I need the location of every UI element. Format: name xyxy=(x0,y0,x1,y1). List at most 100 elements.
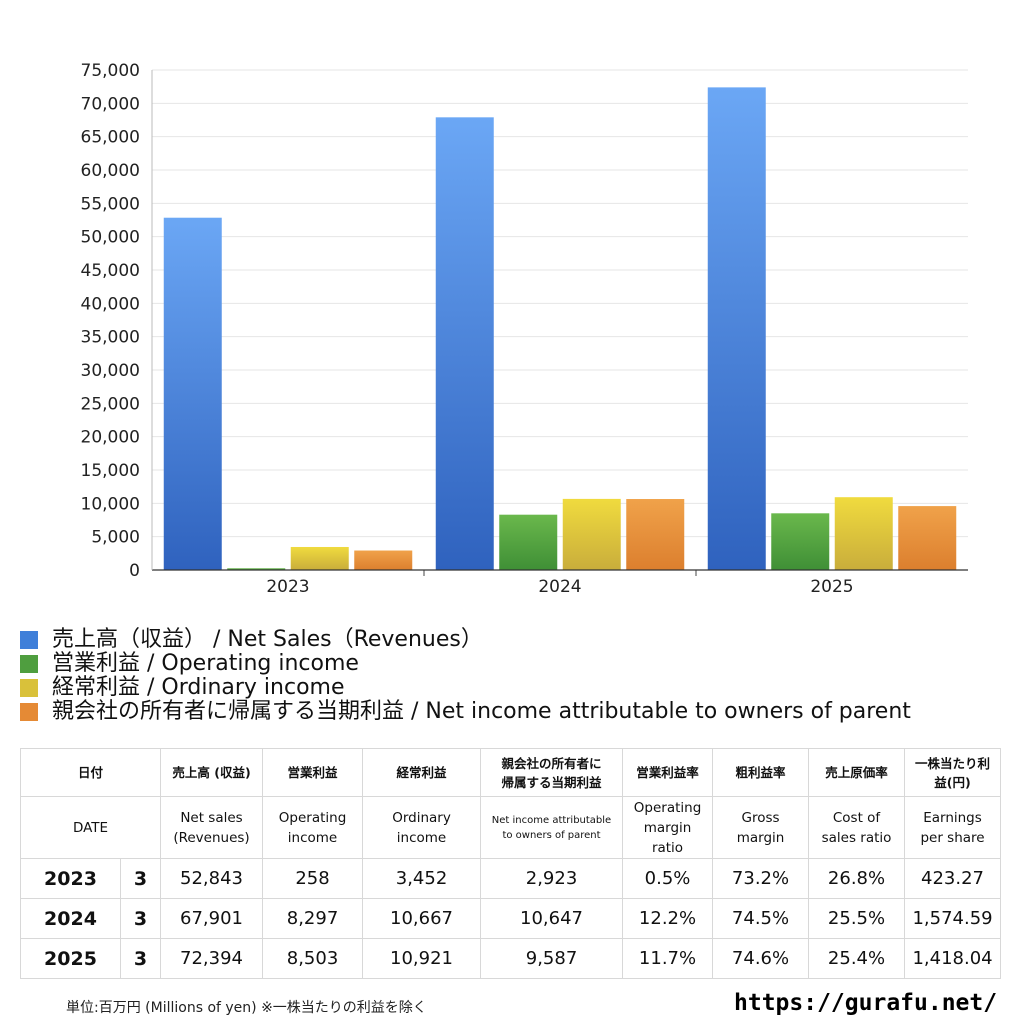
cell-ordinary-income: 10,667 xyxy=(362,898,482,939)
bar-net-sales-2023 xyxy=(163,217,222,571)
legend-label-net-income: 親会社の所有者に帰属する当期利益 / Net income attributab… xyxy=(52,699,911,724)
bar-operating-income-2025 xyxy=(771,513,830,570)
cell-operating-margin: 12.2% xyxy=(622,898,714,939)
cell-year: 2025 xyxy=(20,938,121,979)
header-jp-ordinary-income: 経常利益 xyxy=(362,748,482,797)
header-en-ordinary-income: Ordinary income xyxy=(362,796,482,859)
cell-eps: 1,574.59 xyxy=(904,898,1002,939)
site-url-link[interactable]: https://gurafu.net/ xyxy=(734,990,998,1016)
cell-ordinary-income: 3,452 xyxy=(362,858,482,899)
cell-operating-income: 8,503 xyxy=(262,938,364,979)
y-tick-label: 40,000 xyxy=(81,294,140,314)
y-tick-label: 5,000 xyxy=(91,528,140,548)
legend-swatch-ordinary-income xyxy=(20,679,38,697)
header-jp-cost-ratio: 売上原価率 xyxy=(808,748,906,797)
table-row-2024: 2024 3 67,901 8,297 10,667 10,647 12.2% … xyxy=(20,898,1002,939)
y-tick-label: 60,000 xyxy=(81,161,140,181)
cell-gross-margin: 74.6% xyxy=(712,938,810,979)
cell-ordinary-income: 10,921 xyxy=(362,938,482,979)
cell-net-sales: 52,843 xyxy=(160,858,264,899)
bar-chart: 0 5,000 10,000 15,000 20,000 25,000 30,000 35,0… xyxy=(81,61,968,597)
cell-month: 3 xyxy=(119,898,162,939)
legend-item-net-sales: 売上高（収益） / Net Sales（Revenues） xyxy=(20,628,1020,652)
cell-net-income: 9,587 xyxy=(480,938,624,979)
cell-net-sales: 72,394 xyxy=(160,938,264,979)
cell-operating-margin: 11.7% xyxy=(622,938,714,979)
legend-label-ordinary-income: 経常利益 / Ordinary income xyxy=(52,675,345,700)
legend-label-operating-income: 営業利益 / Operating income xyxy=(52,651,359,676)
header-jp-net-sales: 売上高 (収益) xyxy=(160,748,264,797)
bar-ordinary-income-2024 xyxy=(562,498,621,570)
legend-item-operating-income: 営業利益 / Operating income xyxy=(20,652,1020,676)
header-jp-operating-margin: 営業利益率 xyxy=(622,748,714,797)
cell-month: 3 xyxy=(119,858,162,899)
bar-net-income-2025 xyxy=(898,506,957,570)
cell-net-income: 2,923 xyxy=(480,858,624,899)
cell-month: 3 xyxy=(119,938,162,979)
cell-eps: 423.27 xyxy=(904,858,1002,899)
y-tick-label: 65,000 xyxy=(81,128,140,148)
legend-swatch-net-income xyxy=(20,703,38,721)
x-axis-categories: 2023 2024 2025 xyxy=(266,577,853,597)
legend-swatch-operating-income xyxy=(20,655,38,673)
y-tick-label: 50,000 xyxy=(81,228,140,248)
header-jp-gross-margin: 粗利益率 xyxy=(712,748,810,797)
cell-cost-ratio: 25.4% xyxy=(808,938,906,979)
header-jp-operating-income: 営業利益 xyxy=(262,748,364,797)
header-en-net-sales: Net sales (Revenues) xyxy=(160,796,264,859)
unit-footnote: 単位:百万円 (Millions of yen) ※一株当たりの利益を除く xyxy=(66,1000,427,1016)
financial-table: 日付 売上高 (収益) 営業利益 経常利益 親会社の所有者に 帰属する当期利益 … xyxy=(19,748,1002,979)
y-axis-ticks: 0 5,000 10,000 15,000 20,000 25,000 30,000 35,0… xyxy=(81,61,140,581)
y-tick-label: 70,000 xyxy=(81,94,140,114)
header-en-cost-ratio: Cost of sales ratio xyxy=(808,796,906,859)
x-category-label: 2023 xyxy=(266,577,309,597)
header-en-net-income: Net income attributable to owners of par… xyxy=(480,796,624,859)
y-tick-label: 25,000 xyxy=(81,394,140,414)
x-category-label: 2025 xyxy=(810,577,853,597)
header-en-operating-margin: Operating margin ratio xyxy=(622,796,714,859)
axes xyxy=(151,70,968,576)
y-tick-label: 30,000 xyxy=(81,361,140,381)
cell-year: 2023 xyxy=(20,858,121,899)
y-tick-label: 15,000 xyxy=(81,461,140,481)
header-en-operating-income: Operating income xyxy=(262,796,364,859)
legend-label-net-sales: 売上高（収益） / Net Sales（Revenues） xyxy=(52,627,483,652)
y-tick-label: 20,000 xyxy=(81,428,140,448)
cell-gross-margin: 73.2% xyxy=(712,858,810,899)
cell-year: 2024 xyxy=(20,898,121,939)
cell-cost-ratio: 25.5% xyxy=(808,898,906,939)
bar-ordinary-income-2025 xyxy=(834,497,893,570)
cell-eps: 1,418.04 xyxy=(904,938,1002,979)
y-tick-label: 0 xyxy=(129,561,140,581)
cell-net-sales: 67,901 xyxy=(160,898,264,939)
bar-net-sales-2025 xyxy=(707,87,766,570)
grid-lines xyxy=(152,69,968,538)
y-tick-label: 45,000 xyxy=(81,261,140,281)
bar-net-income-2024 xyxy=(626,499,685,570)
y-tick-label: 10,000 xyxy=(81,494,140,514)
bar-operating-income-2024 xyxy=(499,514,558,570)
cell-gross-margin: 74.5% xyxy=(712,898,810,939)
cell-operating-income: 8,297 xyxy=(262,898,364,939)
cell-cost-ratio: 26.8% xyxy=(808,858,906,899)
header-en-eps: Earnings per share xyxy=(904,796,1002,859)
bar-net-income-2023 xyxy=(354,550,413,570)
y-tick-label: 75,000 xyxy=(81,61,140,81)
header-jp-date: 日付 xyxy=(19,748,162,797)
cell-operating-margin: 0.5% xyxy=(622,858,714,899)
legend-item-ordinary-income: 経常利益 / Ordinary income xyxy=(20,676,1020,700)
bar-net-sales-2024 xyxy=(435,117,494,571)
header-jp-eps: 一株当たり利 益(円) xyxy=(904,748,1002,797)
header-en-date: DATE xyxy=(19,796,162,859)
header-jp-net-income: 親会社の所有者に 帰属する当期利益 xyxy=(480,748,624,797)
table-row-2023: 2023 3 52,843 258 3,452 2,923 0.5% 73.2%… xyxy=(20,858,1002,899)
table-header-jp-row: 日付 売上高 (収益) 営業利益 経常利益 親会社の所有者に 帰属する当期利益 … xyxy=(19,748,1002,797)
y-tick-label: 35,000 xyxy=(81,328,140,348)
cell-net-income: 10,647 xyxy=(480,898,624,939)
chart-legend: 売上高（収益） / Net Sales（Revenues） 営業利益 / Ope… xyxy=(20,628,1020,724)
legend-swatch-net-sales xyxy=(20,631,38,649)
bars xyxy=(163,87,957,571)
header-en-gross-margin: Gross margin xyxy=(712,796,810,859)
table-row-2025: 2025 3 72,394 8,503 10,921 9,587 11.7% 7… xyxy=(20,938,1002,979)
bar-ordinary-income-2023 xyxy=(290,546,349,570)
